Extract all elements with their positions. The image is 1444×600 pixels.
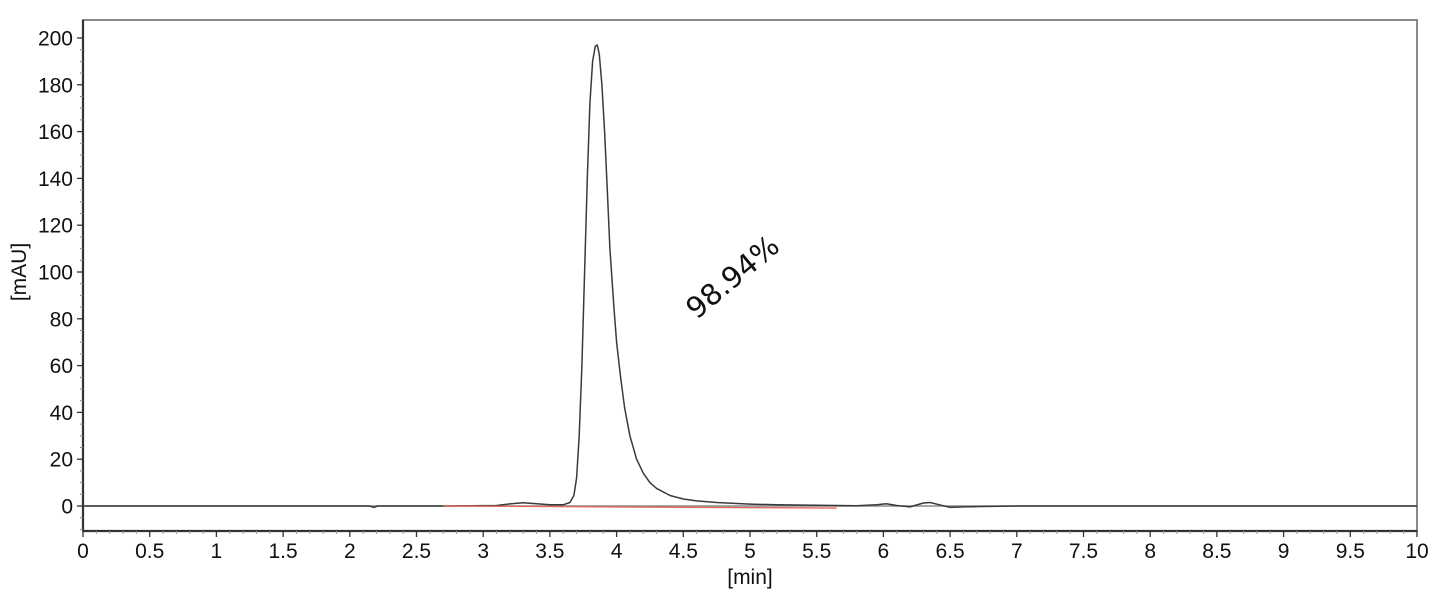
x-tick-label: 9 (1278, 540, 1290, 563)
x-tick-label: 7.5 (1069, 540, 1098, 563)
x-tick-label: 0.5 (135, 540, 164, 563)
y-axis: 0 20 40 60 80 100 120 140 160 180 200 (38, 28, 83, 530)
y-tick-label: 140 (38, 168, 73, 191)
x-tick-label: 3 (477, 540, 489, 563)
x-tick-label: 3.5 (535, 540, 564, 563)
x-tick-label: 10 (1405, 540, 1428, 563)
x-tick-label: 5.5 (802, 540, 831, 563)
y-tick-label: 120 (38, 215, 73, 238)
peak-area-annotation: 98.94% (679, 228, 786, 325)
x-tick-label: 8.5 (1202, 540, 1231, 563)
x-axis: 0 0.5 1 1.5 2 2.5 3 3.5 4 4.5 5 5.5 6 6.5 7 7.5 8 8.5 9 9.5… (77, 531, 1429, 563)
x-tick-label: 9.5 (1336, 540, 1365, 563)
y-tick-label: 40 (50, 402, 73, 425)
y-tick-label: 60 (50, 355, 73, 378)
x-tick-label: 6.5 (935, 540, 964, 563)
integration-baseline-line (443, 505, 837, 509)
y-tick-label: 0 (61, 496, 73, 519)
x-tick-label: 5 (744, 540, 756, 563)
y-tick-label: 200 (38, 28, 73, 51)
y-tick-label: 180 (38, 74, 73, 97)
x-tick-label: 0 (77, 540, 89, 563)
x-tick-label: 2 (344, 540, 356, 563)
x-tick-label: 1 (211, 540, 223, 563)
x-tick-label: 1.5 (268, 540, 297, 563)
chromatogram-trace (83, 44, 1417, 509)
x-axis-label: [min] (727, 566, 773, 589)
y-tick-label: 20 (50, 449, 73, 472)
x-tick-label: 6 (878, 540, 890, 563)
x-tick-label: 2.5 (402, 540, 431, 563)
data-series (83, 44, 1417, 509)
x-tick-label: 8 (1144, 540, 1156, 563)
x-tick-label: 4 (611, 540, 623, 563)
y-tick-label: 160 (38, 121, 73, 144)
y-tick-label: 80 (50, 308, 73, 331)
x-tick-label: 4.5 (669, 540, 698, 563)
x-tick-label: 7 (1011, 540, 1023, 563)
y-tick-label: 100 (38, 262, 73, 285)
y-axis-label: [mAU] (8, 243, 31, 301)
